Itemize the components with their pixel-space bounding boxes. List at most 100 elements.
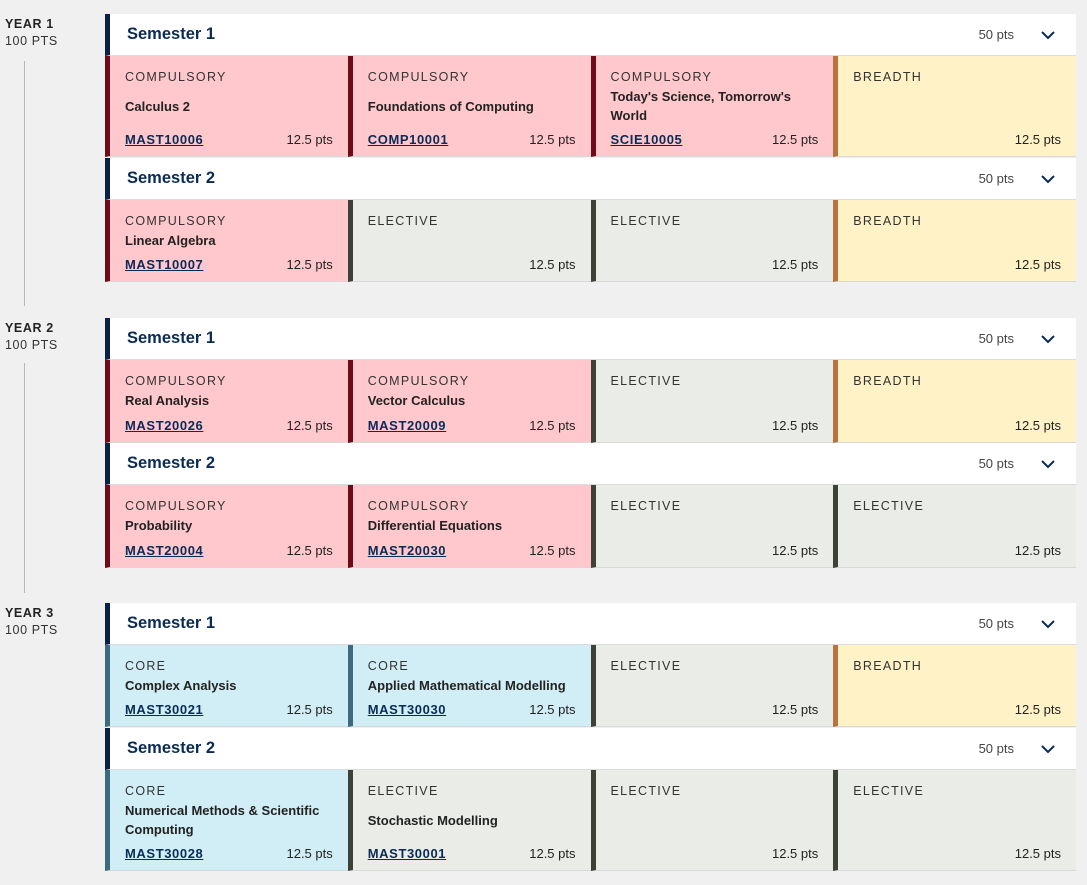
- subject-type: BREADTH: [853, 374, 923, 388]
- subject-card[interactable]: ELECTIVE 12.5 pts: [347, 200, 591, 282]
- year-label: YEAR 1 100 PTS: [5, 16, 95, 51]
- semester-header: Semester 2 50 pts: [105, 443, 1076, 485]
- subject-card: COMPULSORY Today's Science, Tomorrow's W…: [590, 56, 834, 157]
- year-points: 100 PTS: [5, 623, 58, 637]
- subject-type: ELECTIVE: [610, 214, 682, 228]
- subject-type: ELECTIVE: [367, 214, 439, 228]
- subject-code-link[interactable]: MAST20030: [367, 543, 447, 558]
- subject-type: ELECTIVE: [610, 784, 682, 798]
- subject-points: 12.5 pts: [771, 418, 819, 433]
- subject-points: 12.5 pts: [286, 257, 333, 272]
- subject-code-link[interactable]: MAST20004: [125, 543, 204, 558]
- subject-type: BREADTH: [853, 214, 923, 228]
- subject-points: 12.5 pts: [286, 543, 333, 558]
- subject-type: CORE: [125, 659, 167, 673]
- chevron-down-icon[interactable]: [1038, 26, 1058, 44]
- subject-points: 12.5 pts: [286, 132, 333, 147]
- year-1: YEAR 1 100 PTS Semester 1 50 pts COMPULS…: [0, 14, 1087, 314]
- semester-points: 50 pts: [978, 616, 1014, 631]
- subject-card[interactable]: ELECTIVE 12.5 pts: [590, 360, 834, 443]
- semester-points: 50 pts: [978, 741, 1014, 756]
- subject-row: COMPULSORY Calculus 2 MAST10006 12.5 pts…: [105, 56, 1076, 157]
- year-title: YEAR 1: [5, 17, 54, 31]
- semester-title: Semester 2: [127, 169, 216, 187]
- subject-name: Differential Equations: [367, 518, 503, 533]
- subject-card[interactable]: ELECTIVE 12.5 pts: [590, 485, 834, 568]
- year-timeline: [24, 363, 25, 593]
- subject-points: 12.5 pts: [529, 132, 576, 147]
- subject-code-link[interactable]: MAST30001: [367, 846, 447, 861]
- subject-type: COMPULSORY: [125, 499, 227, 513]
- semester-title: Semester 1: [127, 329, 216, 347]
- semester-header: Semester 2 50 pts: [105, 728, 1076, 770]
- subject-card[interactable]: ELECTIVE 12.5 pts: [590, 770, 834, 871]
- subject-card[interactable]: BREADTH 12.5 pts: [833, 56, 1076, 157]
- subject-card[interactable]: ELECTIVE 12.5 pts: [833, 770, 1076, 871]
- semester-header: Semester 1 50 pts: [105, 14, 1076, 56]
- semester-header: Semester 1 50 pts: [105, 603, 1076, 645]
- subject-code-link[interactable]: MAST10007: [125, 257, 204, 272]
- subject-row: CORE Numerical Methods & Scientific Comp…: [105, 770, 1076, 871]
- subject-card[interactable]: BREADTH 12.5 pts: [833, 200, 1076, 282]
- subject-points: 12.5 pts: [771, 132, 819, 147]
- chevron-down-icon[interactable]: [1038, 740, 1058, 758]
- subject-code-link[interactable]: SCIE10005: [610, 132, 683, 147]
- subject-points: 12.5 pts: [286, 846, 333, 861]
- year-title: YEAR 3: [5, 606, 54, 620]
- subject-card: CORE Numerical Methods & Scientific Comp…: [105, 770, 348, 871]
- subject-points: 12.5 pts: [1014, 543, 1061, 558]
- subject-points: 12.5 pts: [286, 418, 333, 433]
- subject-type: BREADTH: [853, 659, 923, 673]
- semester-block: Semester 1 50 pts COMPULSORY Real Analys…: [105, 318, 1076, 443]
- subject-card[interactable]: ELECTIVE 12.5 pts: [590, 645, 834, 727]
- subject-name: Probability: [125, 518, 193, 533]
- semester-title: Semester 1: [127, 25, 216, 43]
- subject-points: 12.5 pts: [1014, 846, 1061, 861]
- subject-points: 12.5 pts: [529, 257, 576, 272]
- subject-code-link[interactable]: MAST30030: [367, 702, 447, 717]
- subject-points: 12.5 pts: [771, 257, 819, 272]
- chevron-down-icon[interactable]: [1038, 330, 1058, 348]
- semester-title: Semester 1: [127, 614, 216, 632]
- semester-title: Semester 2: [127, 739, 216, 757]
- subject-points: 12.5 pts: [1014, 132, 1061, 147]
- subject-card[interactable]: ELECTIVE 12.5 pts: [590, 200, 834, 282]
- subject-type: ELECTIVE: [610, 499, 682, 513]
- subject-code-link[interactable]: MAST30021: [125, 702, 204, 717]
- subject-type: ELECTIVE: [853, 499, 925, 513]
- subject-code-link[interactable]: MAST20009: [367, 418, 447, 433]
- year-3: YEAR 3 100 PTS Semester 1 50 pts CORE Co…: [0, 603, 1087, 885]
- semester-points: 50 pts: [978, 27, 1014, 42]
- subject-card[interactable]: BREADTH 12.5 pts: [833, 360, 1076, 443]
- subject-card: COMPULSORY Foundations of Computing COMP…: [347, 56, 591, 157]
- year-points: 100 PTS: [5, 34, 58, 48]
- subject-code-link[interactable]: MAST30028: [125, 846, 204, 861]
- subject-type: COMPULSORY: [367, 70, 470, 84]
- subject-card: COMPULSORY Calculus 2 MAST10006 12.5 pts: [105, 56, 348, 157]
- semester-header: Semester 2 50 pts: [105, 158, 1076, 200]
- subject-points: 12.5 pts: [771, 702, 819, 717]
- subject-type: COMPULSORY: [125, 214, 227, 228]
- subject-card: COMPULSORY Differential Equations MAST20…: [347, 485, 591, 568]
- chevron-down-icon[interactable]: [1038, 455, 1058, 473]
- subject-type: COMPULSORY: [610, 70, 713, 84]
- subject-name: Calculus 2: [125, 99, 191, 114]
- subject-card[interactable]: ELECTIVE 12.5 pts: [833, 485, 1076, 568]
- subject-row: COMPULSORY Real Analysis MAST20026 12.5 …: [105, 360, 1076, 443]
- subject-type: COMPULSORY: [367, 499, 470, 513]
- subject-name: Vector Calculus: [367, 393, 466, 408]
- subject-points: 12.5 pts: [529, 418, 576, 433]
- subject-name: Real Analysis: [125, 393, 210, 408]
- chevron-down-icon[interactable]: [1038, 170, 1058, 188]
- year-label: YEAR 2 100 PTS: [5, 320, 95, 355]
- subject-type: ELECTIVE: [367, 784, 439, 798]
- chevron-down-icon[interactable]: [1038, 615, 1058, 633]
- subject-points: 12.5 pts: [1014, 702, 1061, 717]
- subject-type: COMPULSORY: [125, 70, 227, 84]
- subject-card[interactable]: BREADTH 12.5 pts: [833, 645, 1076, 727]
- subject-code-link[interactable]: MAST10006: [125, 132, 204, 147]
- subject-card: COMPULSORY Linear Algebra MAST10007 12.5…: [105, 200, 348, 282]
- subject-code-link[interactable]: COMP10001: [367, 132, 449, 147]
- subject-points: 12.5 pts: [286, 702, 333, 717]
- subject-code-link[interactable]: MAST20026: [125, 418, 204, 433]
